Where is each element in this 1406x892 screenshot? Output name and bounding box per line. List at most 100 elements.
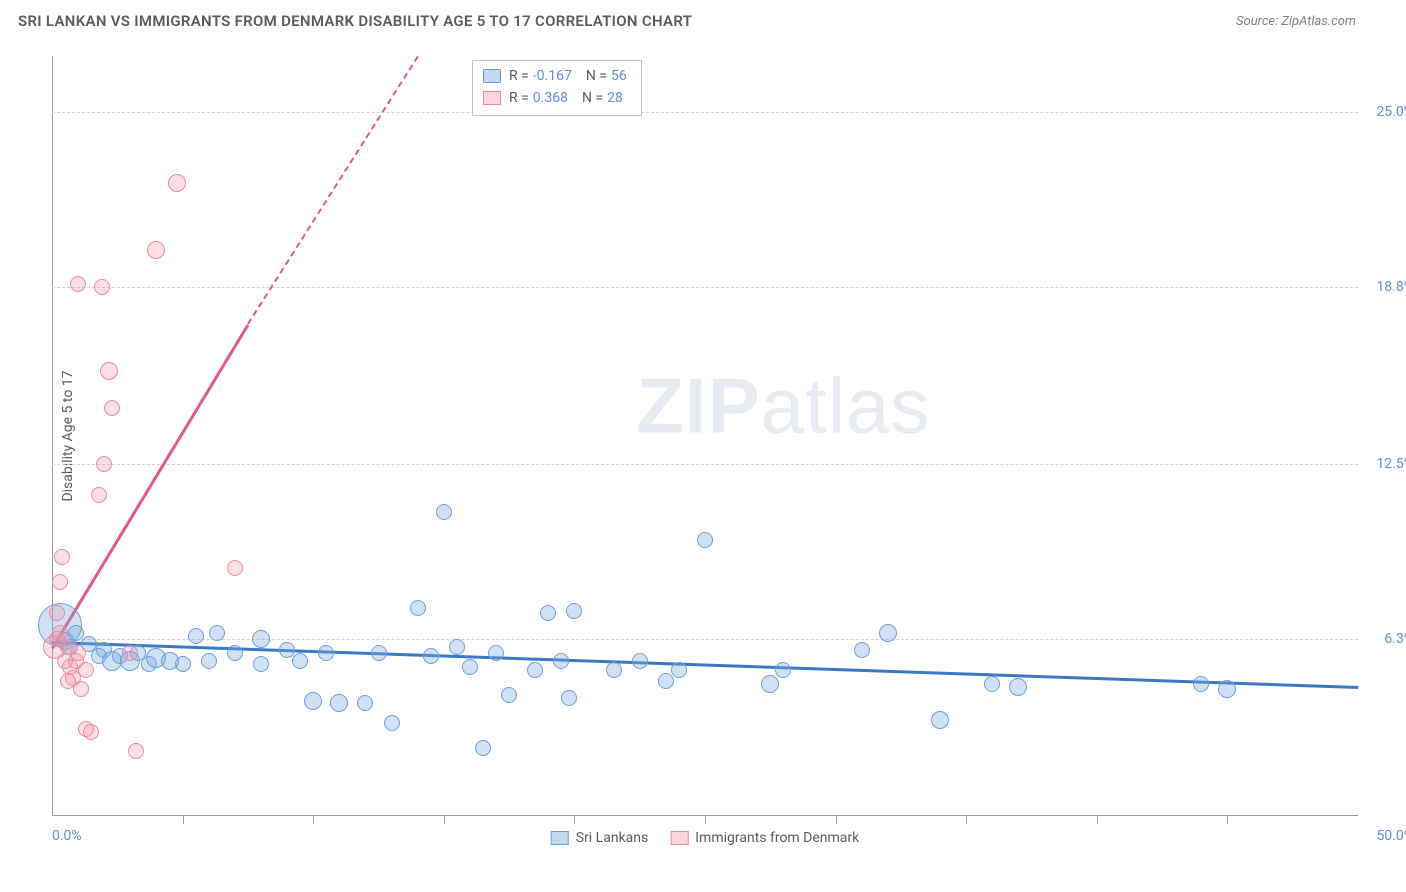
series-legend: Sri Lankans Immigrants from Denmark <box>551 830 860 846</box>
data-point <box>227 560 243 576</box>
y-tick-label: 6.3% <box>1384 631 1406 647</box>
x-tick <box>836 816 837 824</box>
data-point <box>122 645 138 661</box>
data-point <box>410 600 426 616</box>
legend-swatch <box>483 91 501 105</box>
chart-header: SRI LANKAN VS IMMIGRANTS FROM DENMARK DI… <box>0 0 1406 38</box>
data-point <box>1218 680 1236 698</box>
x-tick-label: 0.0% <box>52 828 82 844</box>
legend-row: R =0.368N =28 <box>483 87 627 109</box>
data-point <box>304 692 322 710</box>
y-tick-label: 25.0% <box>1376 104 1406 120</box>
data-point <box>931 711 949 729</box>
data-point <box>70 645 86 661</box>
data-point <box>606 662 622 678</box>
data-point <box>632 653 648 669</box>
y-axis-line <box>52 56 53 816</box>
gridline <box>52 464 1358 465</box>
chart-area: Disability Age 5 to 17 ZIPatlas R =-0.16… <box>52 56 1358 816</box>
legend-label: Immigrants from Denmark <box>695 830 859 846</box>
data-point <box>436 504 452 520</box>
data-point <box>488 645 504 661</box>
data-point <box>201 653 217 669</box>
data-point <box>553 653 569 669</box>
data-point <box>501 687 517 703</box>
trend-line <box>51 324 249 649</box>
x-tick <box>313 816 314 824</box>
data-point <box>371 645 387 661</box>
data-point <box>73 681 89 697</box>
x-tick <box>1097 816 1098 824</box>
plot-region: ZIPatlas R =-0.167N =56R =0.368N =28 Sri… <box>52 56 1358 816</box>
x-tick <box>966 816 967 824</box>
x-tick <box>444 816 445 824</box>
legend-swatch <box>670 831 688 845</box>
legend-label: Sri Lankans <box>576 830 649 846</box>
data-point <box>330 694 348 712</box>
data-point <box>984 676 1000 692</box>
data-point <box>475 740 491 756</box>
data-point <box>70 276 86 292</box>
x-tick <box>183 816 184 824</box>
data-point <box>168 174 186 192</box>
data-point <box>96 456 112 472</box>
data-point <box>1009 678 1027 696</box>
x-tick-label: 50.0% <box>1376 828 1406 844</box>
data-point <box>1193 676 1209 692</box>
legend-text: R =0.368N =28 <box>509 87 623 109</box>
data-point <box>78 662 94 678</box>
data-point <box>561 690 577 706</box>
gridline <box>52 112 1358 113</box>
trend-line <box>52 641 1358 689</box>
correlation-legend: R =-0.167N =56R =0.368N =28 <box>472 60 642 116</box>
x-tick <box>705 816 706 824</box>
data-point <box>357 695 373 711</box>
y-tick-label: 18.8% <box>1376 279 1406 295</box>
watermark: ZIPatlas <box>636 360 930 451</box>
x-tick <box>574 816 575 824</box>
data-point <box>854 642 870 658</box>
legend-text: R =-0.167N =56 <box>509 65 627 87</box>
data-point <box>128 743 144 759</box>
trend-line-dashed <box>247 56 418 324</box>
data-point <box>209 625 225 641</box>
gridline <box>52 639 1358 640</box>
data-point <box>94 279 110 295</box>
legend-item: Sri Lankans <box>551 830 649 846</box>
data-point <box>462 659 478 675</box>
data-point <box>879 624 897 642</box>
data-point <box>49 605 65 621</box>
data-point <box>775 662 791 678</box>
data-point <box>423 648 439 664</box>
data-point <box>147 241 165 259</box>
data-point <box>566 603 582 619</box>
legend-swatch <box>483 69 501 83</box>
data-point <box>188 628 204 644</box>
data-point <box>697 532 713 548</box>
data-point <box>252 630 270 648</box>
data-point <box>54 549 70 565</box>
data-point <box>91 487 107 503</box>
data-point <box>83 724 99 740</box>
legend-item: Immigrants from Denmark <box>670 830 859 846</box>
data-point <box>52 574 68 590</box>
chart-source: Source: ZipAtlas.com <box>1236 14 1356 29</box>
data-point <box>104 400 120 416</box>
legend-swatch <box>551 831 569 845</box>
data-point <box>227 645 243 661</box>
data-point <box>100 362 118 380</box>
legend-row: R =-0.167N =56 <box>483 65 627 87</box>
data-point <box>658 673 674 689</box>
data-point <box>175 656 191 672</box>
data-point <box>761 675 779 693</box>
gridline <box>52 287 1358 288</box>
x-tick <box>1227 816 1228 824</box>
y-tick-label: 12.5% <box>1376 456 1406 472</box>
data-point <box>292 653 308 669</box>
data-point <box>253 656 269 672</box>
data-point <box>318 645 334 661</box>
data-point <box>384 715 400 731</box>
chart-title: SRI LANKAN VS IMMIGRANTS FROM DENMARK DI… <box>18 12 692 30</box>
data-point <box>671 662 687 678</box>
data-point <box>449 639 465 655</box>
